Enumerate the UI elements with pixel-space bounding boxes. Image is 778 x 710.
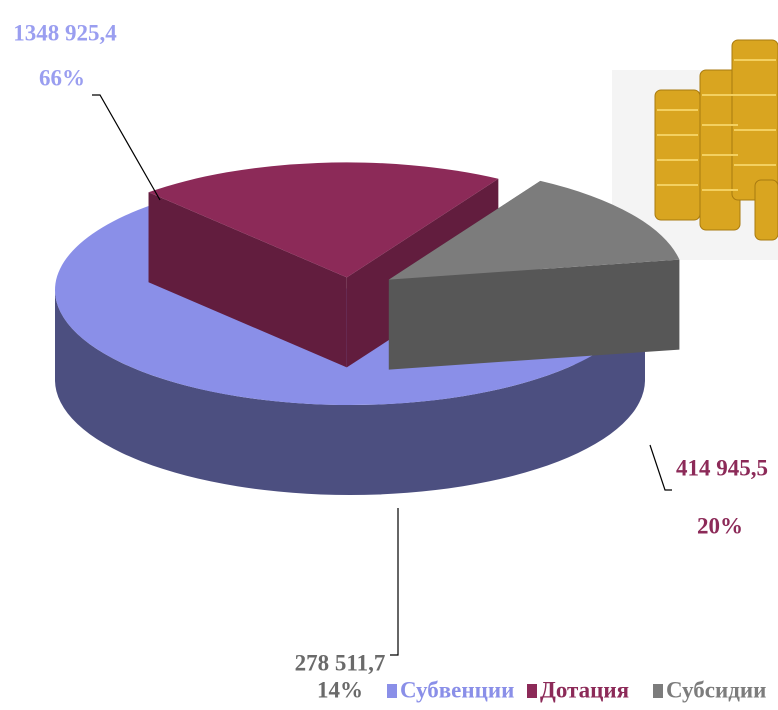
pie — [55, 162, 680, 495]
leader-line — [92, 94, 161, 201]
percent-label: 20% — [697, 513, 743, 538]
legend-label: Субвенции — [400, 677, 514, 702]
legend: Субвенции Дотация Субсидии — [387, 677, 766, 702]
slice-top — [148, 162, 499, 278]
percent-label: 14% — [317, 677, 363, 702]
legend-label: Дотация — [540, 677, 629, 702]
legend-swatch — [527, 684, 537, 698]
percent-label: 66% — [39, 65, 85, 90]
coin-stack — [754, 179, 778, 241]
leader-line — [390, 508, 399, 656]
slice-side — [55, 290, 645, 495]
legend-swatch — [653, 684, 663, 698]
coin-stack — [731, 39, 778, 201]
value-label: 414 945,5 — [676, 455, 768, 480]
slice-top — [388, 180, 680, 280]
legend-label: Субсидии — [666, 677, 766, 702]
value-label: 1348 925,4 — [13, 20, 117, 45]
value-label: 278 511,7 — [295, 650, 386, 675]
slice-wall — [388, 259, 680, 370]
slice-wall — [148, 192, 347, 368]
leader-line — [649, 444, 672, 491]
legend-swatch — [387, 684, 397, 698]
